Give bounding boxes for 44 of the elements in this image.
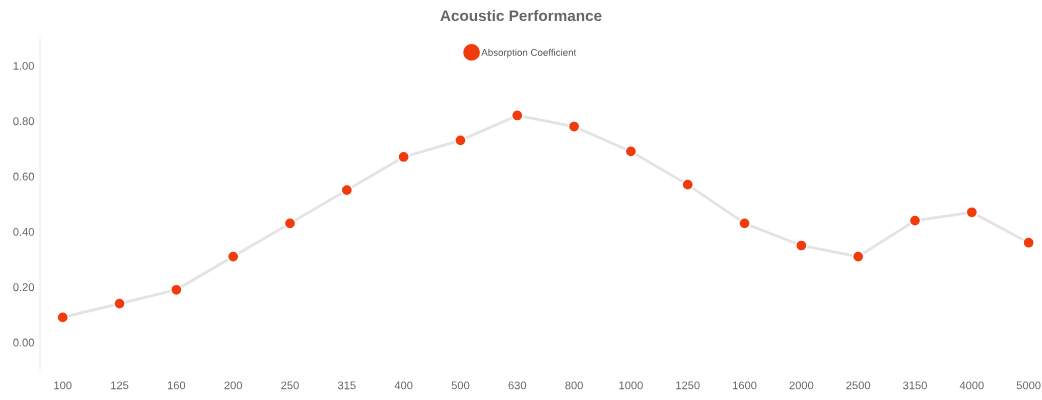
point bbox=[624, 145, 638, 158]
point bbox=[397, 150, 410, 164]
x-tick-label: 2000 bbox=[789, 381, 814, 390]
x-tick-label: 1000 bbox=[619, 381, 643, 390]
point bbox=[226, 250, 240, 263]
point bbox=[56, 311, 69, 324]
x-tick-label: 250 bbox=[281, 381, 299, 390]
point bbox=[1022, 236, 1035, 249]
y-tick-label: 0.60 bbox=[13, 172, 35, 181]
x-tick-label: 200 bbox=[224, 381, 243, 390]
point bbox=[795, 239, 808, 252]
point bbox=[681, 178, 694, 191]
x-tick-label: 160 bbox=[167, 381, 186, 390]
x-tick-label: 1250 bbox=[676, 381, 700, 390]
y-tick-label: 0.20 bbox=[13, 283, 35, 292]
point bbox=[738, 217, 751, 230]
y-tick-label: 0.80 bbox=[13, 117, 35, 126]
point bbox=[283, 217, 297, 230]
point bbox=[567, 120, 581, 133]
x-tick-label: 3150 bbox=[903, 381, 927, 390]
point bbox=[511, 109, 524, 122]
point bbox=[965, 206, 979, 219]
chart-title: Acoustic Performance bbox=[440, 9, 602, 22]
x-tick-label: 5000 bbox=[1016, 381, 1041, 390]
x-tick-label: 125 bbox=[111, 381, 129, 390]
y-tick-label: 0.00 bbox=[13, 338, 35, 347]
point bbox=[454, 134, 467, 147]
x-tick-label: 400 bbox=[394, 381, 413, 390]
x-tick-label: 630 bbox=[508, 381, 527, 390]
y-tick-label: 0.40 bbox=[13, 227, 35, 236]
point bbox=[170, 283, 183, 297]
point bbox=[908, 214, 922, 227]
x-tick-label: 1600 bbox=[733, 381, 757, 390]
y-tick-label: 1.00 bbox=[13, 61, 35, 70]
point bbox=[113, 297, 126, 310]
x-tick-label: 800 bbox=[565, 381, 583, 390]
x-tick-label: 315 bbox=[337, 381, 356, 390]
x-tick-label: 4000 bbox=[959, 381, 984, 390]
point bbox=[851, 250, 865, 263]
x-tick-label: 100 bbox=[54, 381, 72, 390]
legend-label: Absorption Coefficient bbox=[481, 48, 577, 58]
x-tick-label: 500 bbox=[451, 381, 470, 390]
x-tick-label: 2500 bbox=[846, 381, 871, 390]
point bbox=[340, 183, 354, 197]
